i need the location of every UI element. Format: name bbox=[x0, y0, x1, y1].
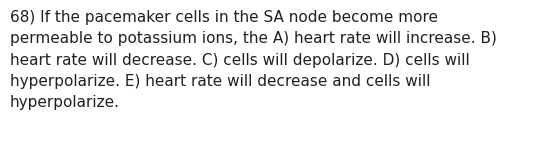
Text: 68) If the pacemaker cells in the SA node become more
permeable to potassium ion: 68) If the pacemaker cells in the SA nod… bbox=[10, 10, 497, 110]
